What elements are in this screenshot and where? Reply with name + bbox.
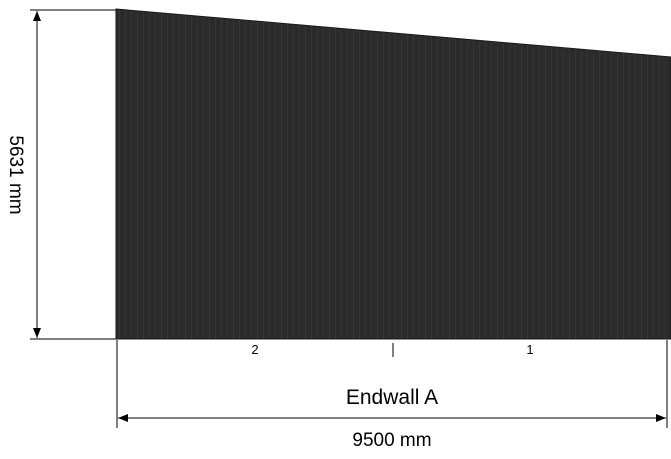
width-dimension-label: 9500 mm <box>352 430 431 451</box>
wall-name-label: Endwall A <box>346 386 438 409</box>
bay-label-1: 1 <box>526 342 533 357</box>
bay-label-2: 2 <box>251 342 258 357</box>
wall-panel <box>115 8 671 340</box>
height-dimension-label: 5631 mm <box>5 135 26 214</box>
